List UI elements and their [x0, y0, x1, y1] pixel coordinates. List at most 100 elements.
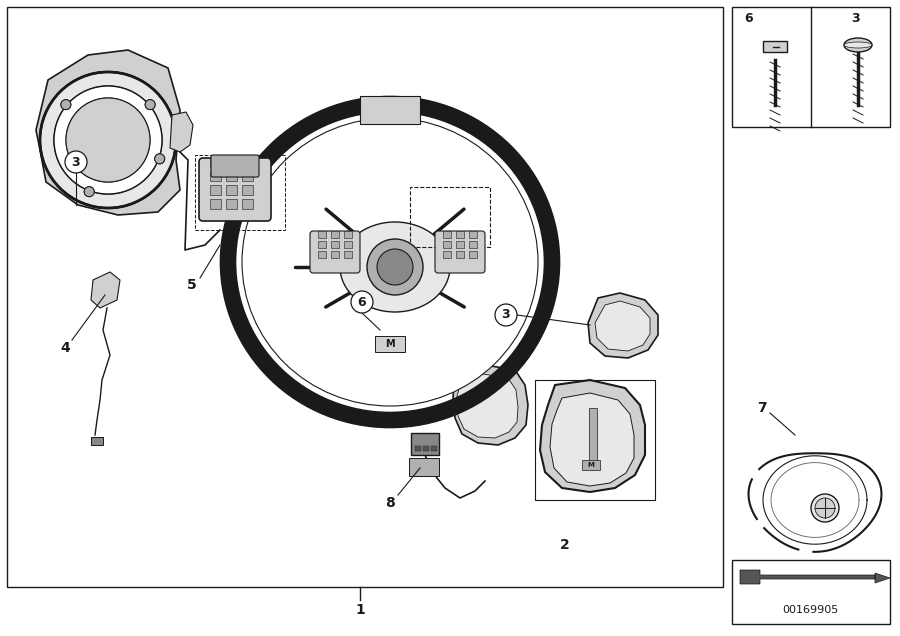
Circle shape [811, 494, 839, 522]
Circle shape [61, 100, 71, 109]
Polygon shape [595, 301, 650, 351]
Polygon shape [540, 380, 645, 492]
Ellipse shape [242, 118, 538, 406]
Text: 2: 2 [560, 538, 570, 552]
Bar [318, 241, 326, 248]
Circle shape [65, 151, 87, 173]
Polygon shape [453, 365, 528, 445]
Text: 4: 4 [60, 341, 70, 355]
Text: 3: 3 [72, 155, 80, 169]
Bar [456, 231, 464, 238]
Bar [582, 460, 600, 470]
Bar [242, 157, 253, 167]
Circle shape [155, 154, 165, 164]
Ellipse shape [340, 222, 450, 312]
Bar [431, 446, 437, 451]
Circle shape [54, 86, 162, 194]
Circle shape [54, 86, 162, 194]
Text: 1: 1 [356, 603, 364, 617]
Bar [589, 408, 597, 468]
Bar [411, 433, 439, 455]
Text: 00169905: 00169905 [782, 605, 838, 615]
Text: M: M [588, 462, 594, 468]
Bar [763, 41, 787, 52]
Bar [331, 251, 339, 258]
Circle shape [351, 291, 373, 313]
Bar [226, 157, 237, 167]
Bar [732, 560, 890, 624]
Bar [318, 231, 326, 238]
Circle shape [66, 98, 150, 182]
Bar [360, 96, 420, 124]
Polygon shape [456, 374, 518, 438]
Bar [331, 241, 339, 248]
Circle shape [85, 187, 94, 197]
Bar [469, 241, 477, 248]
Bar [242, 199, 253, 209]
Circle shape [367, 239, 423, 295]
Bar [210, 185, 221, 195]
Bar [410, 187, 490, 247]
Text: 3: 3 [501, 308, 510, 322]
Circle shape [815, 498, 835, 518]
Circle shape [40, 72, 176, 208]
Polygon shape [550, 393, 634, 486]
Bar [456, 241, 464, 248]
Ellipse shape [844, 42, 872, 48]
Bar [210, 199, 221, 209]
Text: 6: 6 [357, 296, 366, 308]
Circle shape [66, 98, 150, 182]
Polygon shape [740, 570, 890, 584]
Bar [732, 7, 890, 127]
FancyBboxPatch shape [199, 158, 271, 221]
Bar [318, 251, 326, 258]
Bar [195, 155, 285, 230]
Circle shape [495, 304, 517, 326]
Circle shape [155, 154, 165, 164]
Bar [91, 437, 103, 445]
Bar [226, 199, 237, 209]
Bar [375, 336, 405, 352]
Circle shape [40, 72, 176, 208]
Bar [344, 241, 352, 248]
Bar [443, 251, 451, 258]
FancyBboxPatch shape [435, 231, 485, 273]
Text: 7: 7 [757, 401, 767, 415]
Bar [443, 231, 451, 238]
Text: 3: 3 [850, 11, 860, 25]
Ellipse shape [844, 38, 872, 52]
Bar [423, 446, 429, 451]
Bar [226, 171, 237, 181]
Bar [415, 446, 421, 451]
Bar [226, 185, 237, 195]
Text: 6: 6 [744, 11, 753, 25]
Bar [443, 241, 451, 248]
FancyBboxPatch shape [310, 231, 360, 273]
Circle shape [85, 187, 94, 197]
Bar [331, 231, 339, 238]
Text: 5: 5 [187, 278, 197, 292]
Polygon shape [588, 293, 658, 358]
Bar [469, 231, 477, 238]
Bar [210, 171, 221, 181]
Circle shape [145, 100, 155, 109]
Circle shape [377, 249, 413, 285]
Polygon shape [170, 112, 193, 152]
Text: M: M [385, 339, 395, 349]
Circle shape [145, 100, 155, 109]
Bar [535, 380, 655, 500]
Bar [344, 251, 352, 258]
Text: 8: 8 [385, 496, 395, 510]
Bar [242, 185, 253, 195]
Bar [469, 251, 477, 258]
Bar [210, 157, 221, 167]
Bar [344, 231, 352, 238]
Polygon shape [36, 50, 180, 215]
Polygon shape [91, 272, 120, 308]
FancyBboxPatch shape [211, 155, 259, 177]
Bar [242, 171, 253, 181]
Bar [409, 458, 439, 476]
Circle shape [61, 100, 71, 109]
Bar [7, 7, 723, 587]
Bar [456, 251, 464, 258]
